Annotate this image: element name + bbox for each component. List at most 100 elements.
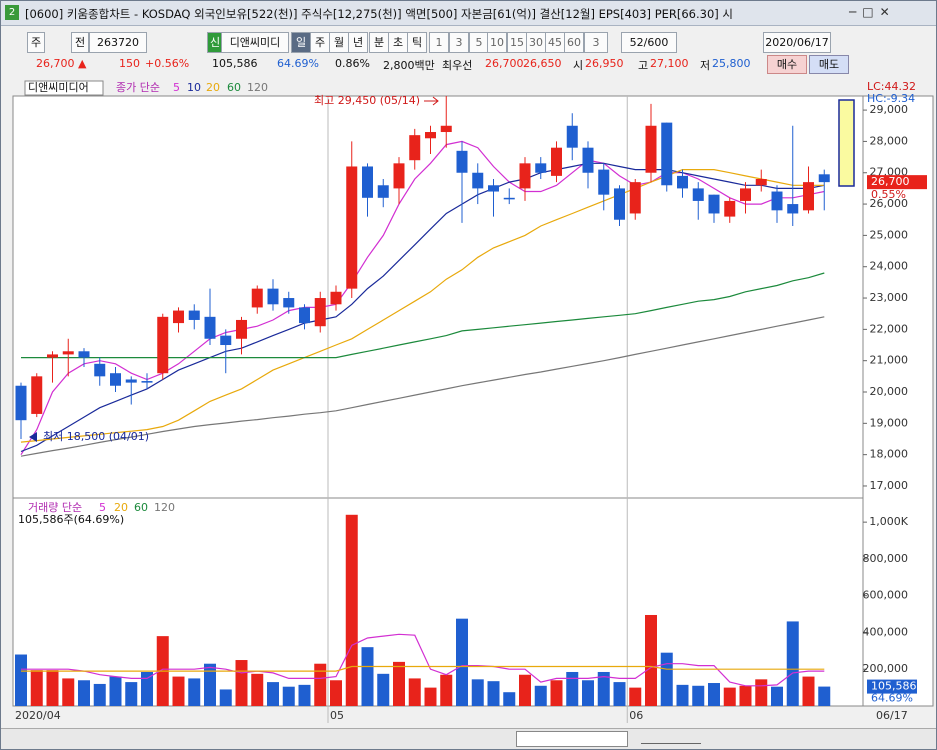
high-annotation: 최고 29,450 (05/14) xyxy=(314,94,420,107)
candle-body xyxy=(818,174,830,183)
x-tick-label: 06 xyxy=(629,709,643,722)
toolbar-item[interactable]: 263720 xyxy=(89,32,147,53)
volume-bar xyxy=(393,661,405,706)
volume-bar xyxy=(361,647,374,706)
volume-box-label: 105,586 xyxy=(871,680,917,693)
sell-button[interactable]: 매도 xyxy=(809,55,849,74)
y-tick-label: 28,000 xyxy=(870,134,909,147)
candle-body xyxy=(283,298,295,308)
volume-bar xyxy=(93,683,106,706)
volume-bar xyxy=(692,685,705,706)
volume-bar xyxy=(471,679,484,706)
quote-item: 2,800백만 xyxy=(383,59,435,72)
candle-body xyxy=(503,197,515,200)
legend-entry: 5 xyxy=(173,81,180,94)
buy-button[interactable]: 매수 xyxy=(767,55,807,74)
legend-entry: 60 xyxy=(134,501,148,514)
candle-body xyxy=(692,188,704,201)
volume-bar xyxy=(440,674,453,706)
candle-body xyxy=(299,307,310,324)
legend-entry: 120 xyxy=(154,501,175,514)
toolbar-item[interactable]: 45 xyxy=(545,32,565,53)
toolbar-item[interactable]: 월 xyxy=(329,32,349,53)
candle-body xyxy=(661,122,673,186)
y-tick-label: 29,000 xyxy=(870,103,909,116)
volume-ma-line xyxy=(21,665,825,672)
y-tick-label: 23,000 xyxy=(870,291,909,304)
ma-label: 종가 단순 xyxy=(116,81,160,94)
volume-bar xyxy=(267,682,279,706)
volume-bar xyxy=(46,670,59,706)
volume-bar xyxy=(125,682,138,706)
scroll-controls[interactable] xyxy=(516,731,628,747)
quote-item: 26,700 ▲ xyxy=(36,57,87,70)
quote-item: 최우선 xyxy=(442,59,473,72)
window-buttons[interactable]: ─□✕ xyxy=(849,5,896,19)
legend-entry: 120 xyxy=(247,81,268,94)
candle-body xyxy=(787,204,799,214)
candle-body xyxy=(645,125,657,173)
volume-bar xyxy=(613,682,626,706)
toolbar-item[interactable]: 2020/06/17 xyxy=(763,32,831,53)
legend-entry: 20 xyxy=(206,81,220,94)
toolbar-item[interactable]: 틱 xyxy=(407,32,427,53)
volume-pct: 64.69% xyxy=(871,692,913,705)
quote-item: 26,650 xyxy=(523,57,562,70)
toolbar-item[interactable]: 5 xyxy=(469,32,489,53)
volume-bar xyxy=(755,679,768,706)
toolbar-item[interactable]: 주 xyxy=(310,32,330,53)
volume-bar xyxy=(597,671,610,706)
toolbar-item[interactable]: 디앤씨미디 xyxy=(221,32,289,53)
quote-item: 150 xyxy=(119,57,140,70)
toolbar-item[interactable]: 15 xyxy=(507,32,527,53)
volume-box xyxy=(867,679,917,694)
toolbar-item[interactable]: 일 xyxy=(291,32,311,53)
candle-body xyxy=(472,172,484,189)
volume-bar xyxy=(235,660,248,706)
toolbar-item[interactable]: 10 xyxy=(487,32,507,53)
y-tick-label: 200,000 xyxy=(863,662,909,675)
name-box xyxy=(24,80,104,96)
candle-body xyxy=(346,166,358,289)
candle-body xyxy=(393,163,405,189)
y-tick-label: 1,000K xyxy=(869,515,908,528)
toolbar-item[interactable]: 3 xyxy=(449,32,469,53)
candle-body xyxy=(566,125,578,148)
legend-entry: 20 xyxy=(114,501,128,514)
quote-item: 26,700 xyxy=(485,57,524,70)
toolbar-item[interactable]: 년 xyxy=(348,32,368,53)
candle-body xyxy=(629,182,641,214)
volume-bar xyxy=(408,678,421,706)
candle-body xyxy=(330,291,342,305)
candle-body xyxy=(94,363,106,377)
toolbar-item[interactable]: 전 xyxy=(71,32,89,53)
toolbar-item[interactable]: 주 xyxy=(27,32,45,53)
price-pct: 0.55% xyxy=(871,188,906,201)
zoom-slider[interactable] xyxy=(641,733,701,744)
quote-item: 64.69% xyxy=(277,57,319,70)
volume-bar xyxy=(582,680,594,706)
volume-bar xyxy=(345,514,358,706)
candle-body xyxy=(251,288,263,308)
toolbar-item[interactable]: 52/600 xyxy=(621,32,677,53)
candle-body xyxy=(409,135,421,161)
volume-bar xyxy=(534,685,547,706)
legend-entry: 60 xyxy=(227,81,241,94)
candle-body xyxy=(236,319,247,339)
volume-bar xyxy=(188,678,201,706)
toolbar-item[interactable]: 초 xyxy=(388,32,408,53)
volume-ma-line xyxy=(21,633,825,687)
volume-bar xyxy=(424,687,437,706)
volume-bar xyxy=(172,676,185,706)
low-arrow xyxy=(29,432,37,442)
volume-bar xyxy=(550,680,563,706)
toolbar-item[interactable]: 1 xyxy=(429,32,449,53)
toolbar-item[interactable]: 30 xyxy=(526,32,546,53)
scrollbar[interactable] xyxy=(1,728,936,749)
toolbar-item[interactable]: 60 xyxy=(564,32,584,53)
y-tick-label: 18,000 xyxy=(870,448,909,461)
toolbar-item[interactable]: 분 xyxy=(369,32,389,53)
price-box xyxy=(867,175,927,190)
toolbar-item[interactable]: 3 xyxy=(584,32,608,53)
volume-bar xyxy=(739,685,752,706)
